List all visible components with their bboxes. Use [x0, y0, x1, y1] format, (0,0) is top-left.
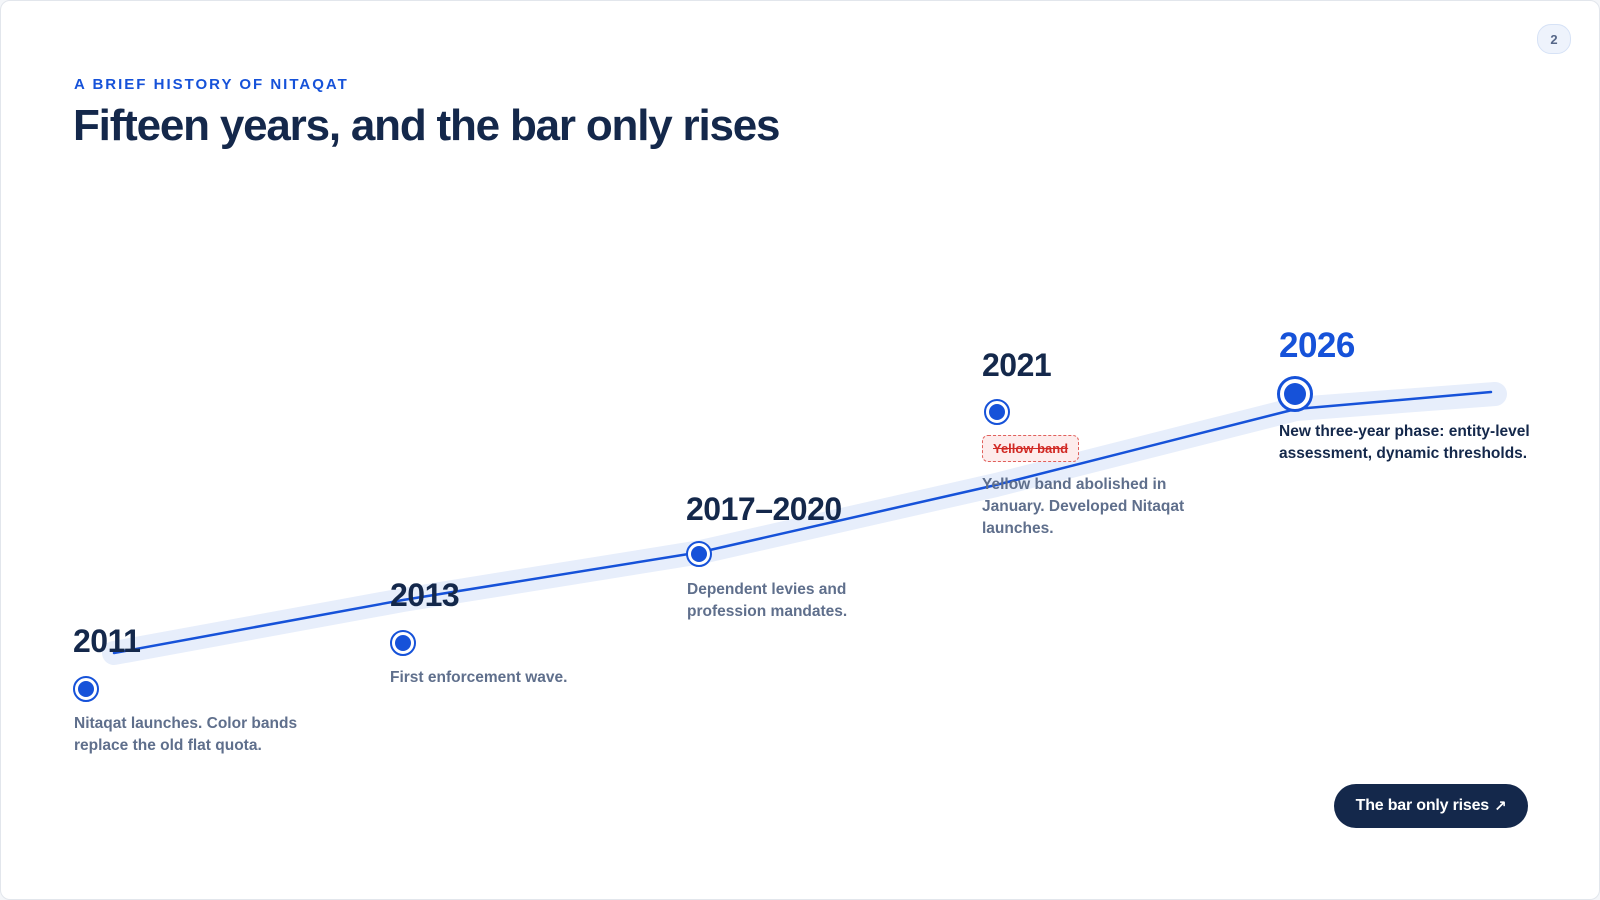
- milestone-dot-2013: [390, 630, 416, 656]
- timeline-path: [112, 390, 1493, 655]
- milestone-year-2017-2020: 2017–2020: [686, 491, 842, 527]
- milestone-year-2013: 2013: [390, 577, 460, 613]
- yellow-band-strike-tag: Yellow band: [982, 435, 1080, 462]
- milestone-year-2011: 2011: [73, 623, 141, 659]
- the-bar-only-rises-button[interactable]: The bar only rises ↗: [1334, 784, 1528, 828]
- milestone-desc-2011: Nitaqat launches. Color bands replace th…: [74, 715, 298, 754]
- milestone-year-2021: 2021: [982, 347, 1052, 383]
- eyebrow-label: A brief history of Nitaqat: [74, 76, 349, 93]
- milestone-desc-2017-2020: Dependent levies and profession mandates…: [687, 581, 848, 620]
- milestone-dot-2017-2020: [686, 541, 712, 567]
- cta-label: The bar only rises: [1355, 797, 1490, 814]
- milestone-dot-2011: [73, 676, 99, 702]
- milestone-desc-2026: New three-year phase: entity-level asses…: [1279, 423, 1530, 462]
- page-number-badge: 2: [1537, 24, 1571, 54]
- milestone-year-2026: 2026: [1279, 326, 1355, 365]
- milestone-dot-2026: [1277, 376, 1313, 412]
- milestone-dot-2021: [984, 399, 1010, 425]
- milestone-desc-2021: Yellow band abolished in January. Develo…: [982, 476, 1185, 537]
- page-title: Fifteen years, and the bar only rises: [73, 101, 781, 150]
- arrow-up-right-icon: ↗: [1493, 798, 1507, 815]
- milestone-desc-2013: First enforcement wave.: [390, 669, 568, 686]
